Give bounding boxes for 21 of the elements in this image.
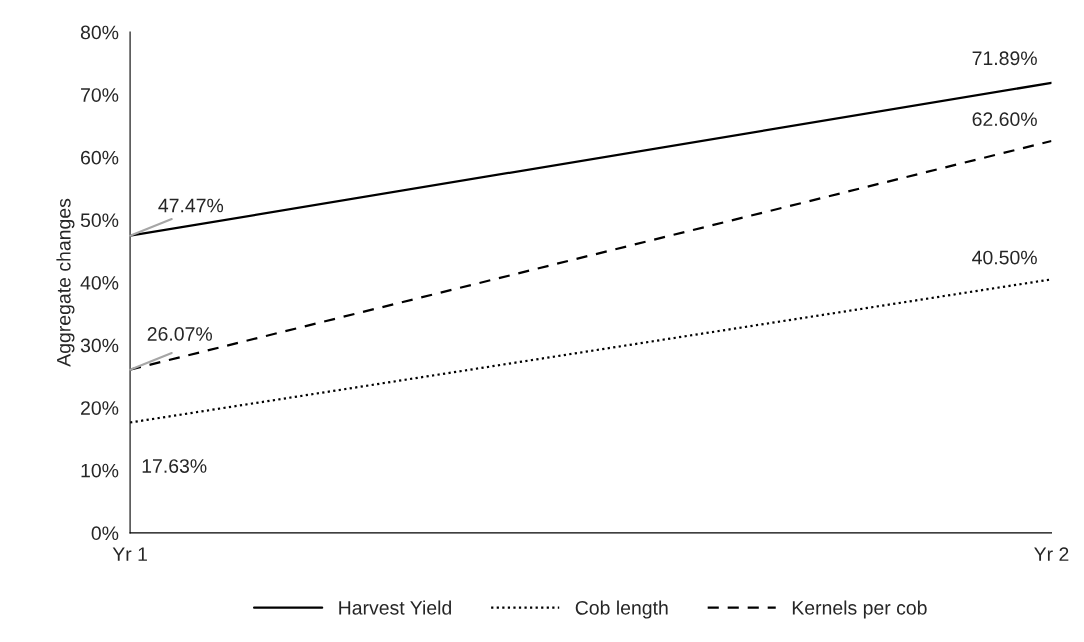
data-label: 40.50% bbox=[972, 250, 1037, 265]
y-tick-label: 10% bbox=[81, 463, 119, 478]
y-tick-label: 0% bbox=[91, 526, 119, 541]
y-tick-label: 30% bbox=[80, 338, 119, 353]
data-label: 71.89% bbox=[972, 51, 1037, 66]
y-axis-title: Aggregate changes bbox=[56, 198, 75, 367]
legend-label: Kernels per cob bbox=[792, 600, 927, 619]
y-tick-label: 20% bbox=[81, 401, 119, 415]
y-tick-label: 50% bbox=[80, 213, 119, 228]
data-label: 62.60% bbox=[972, 112, 1037, 127]
y-tick-label: 40% bbox=[80, 275, 119, 290]
data-label: 47.47% bbox=[158, 198, 224, 213]
data-label: 26.07% bbox=[147, 327, 212, 341]
x-tick-label: Yr 1 bbox=[112, 547, 147, 561]
y-tick-label: 70% bbox=[81, 88, 119, 102]
x-tick-label: Yr 2 bbox=[1034, 547, 1069, 561]
legend-label: Cob length bbox=[575, 600, 668, 619]
data-label: 17.63% bbox=[142, 459, 207, 473]
legend-label: Harvest Yield bbox=[339, 600, 451, 615]
y-tick-label: 80% bbox=[80, 25, 119, 40]
y-tick-label: 60% bbox=[81, 150, 119, 165]
